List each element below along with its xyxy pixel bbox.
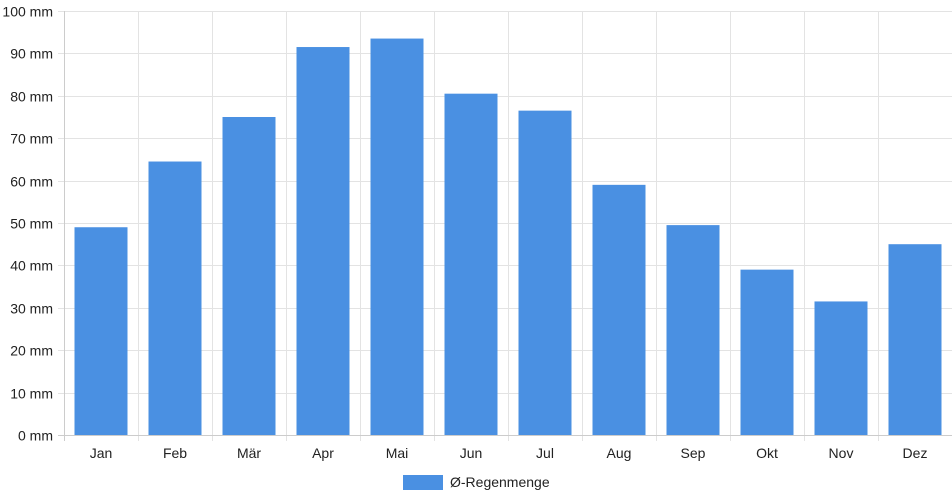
x-tick-label: Okt — [756, 445, 778, 461]
bars — [74, 38, 942, 436]
bar-okt[interactable] — [740, 269, 794, 435]
bar-feb[interactable] — [148, 161, 202, 435]
legend-label: Ø-Regenmenge — [450, 474, 550, 490]
bar-dez[interactable] — [888, 244, 942, 435]
bar-sep[interactable] — [666, 225, 720, 435]
bar-nov[interactable] — [814, 301, 868, 435]
bar-aug[interactable] — [592, 184, 646, 435]
y-tick-label: 50 mm — [10, 216, 53, 232]
bar-jul[interactable] — [518, 110, 572, 435]
y-tick-label: 40 mm — [10, 258, 53, 274]
x-tick-label: Sep — [681, 445, 706, 461]
x-tick-label: Aug — [607, 445, 632, 461]
x-tick-label: Dez — [903, 445, 928, 461]
legend-swatch — [403, 475, 443, 490]
x-tick-label: Mai — [386, 445, 409, 461]
axes — [58, 11, 952, 441]
y-tick-label: 90 mm — [10, 46, 53, 62]
y-tick-label: 80 mm — [10, 89, 53, 105]
y-tick-label: 0 mm — [18, 428, 53, 444]
x-tick-label: Apr — [312, 445, 334, 461]
bar-mär[interactable] — [222, 117, 276, 435]
y-tick-label: 70 mm — [10, 131, 53, 147]
legend[interactable]: Ø-Regenmenge — [403, 474, 550, 490]
y-tick-labels: 0 mm 10 mm 20 mm 30 mm 40 mm 50 mm 60 mm 70 mm 8… — [2, 4, 53, 444]
y-tick-label: 20 mm — [10, 343, 53, 359]
bar-apr[interactable] — [296, 47, 350, 435]
y-tick-label: 10 mm — [10, 386, 53, 402]
x-tick-labels: Jan Feb Mär Apr Mai Jun Jul Aug Sep Okt Nov Dez — [90, 445, 928, 461]
x-tick-label: Jul — [536, 445, 554, 461]
x-tick-label: Nov — [829, 445, 854, 461]
y-tick-label: 100 mm — [2, 4, 53, 20]
y-tick-label: 60 mm — [10, 174, 53, 190]
bar-mai[interactable] — [370, 38, 424, 436]
x-tick-label: Jan — [90, 445, 113, 461]
bar-jan[interactable] — [74, 227, 128, 435]
x-tick-label: Mär — [237, 445, 261, 461]
x-tick-label: Jun — [460, 445, 483, 461]
bar-jun[interactable] — [444, 93, 498, 436]
y-tick-label: 30 mm — [10, 301, 53, 317]
x-tick-label: Feb — [163, 445, 187, 461]
